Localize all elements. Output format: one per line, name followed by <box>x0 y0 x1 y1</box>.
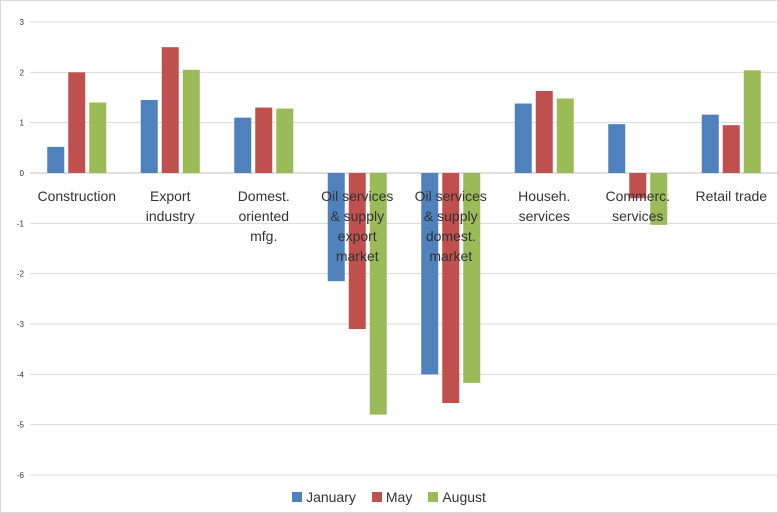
legend-item-may: May <box>371 489 413 505</box>
legend-swatch-may <box>371 492 382 502</box>
bar-may <box>442 173 460 404</box>
y-tick-label: 3 <box>20 18 25 27</box>
legend-label-may: May <box>385 489 413 505</box>
x-category-label: Oil services & supply domest. market <box>415 188 487 264</box>
bar-august <box>463 173 481 383</box>
bar-may <box>68 72 86 173</box>
y-tick-label: -6 <box>17 471 25 480</box>
x-category-label: Export industry <box>146 188 195 224</box>
y-tick-label: -2 <box>17 270 25 279</box>
legend-item-january: January <box>292 489 356 505</box>
x-category-label: Construction <box>37 188 116 204</box>
y-tick-label: -4 <box>17 370 25 379</box>
x-category-label: Commerc. services <box>605 188 670 224</box>
bar-august <box>89 102 107 173</box>
x-category-label: Domest. oriented mfg. <box>238 188 290 244</box>
y-tick-label: 1 <box>20 119 25 128</box>
bar-august <box>369 173 387 415</box>
y-tick-label: 2 <box>20 68 25 77</box>
legend-swatch-august <box>428 492 439 502</box>
x-category-label: Househ. services <box>518 188 570 224</box>
bar-january <box>47 146 65 173</box>
y-tick-label: -3 <box>17 320 25 329</box>
legend-label-january: January <box>306 489 356 505</box>
bar-may <box>161 47 179 173</box>
y-tick-label: -1 <box>17 219 25 228</box>
bar-may <box>255 107 273 173</box>
bar-august <box>650 173 668 225</box>
bar-august <box>743 70 761 173</box>
x-category-label: Oil services & supply export market <box>321 188 393 264</box>
bar-january <box>608 124 626 173</box>
legend: January May August <box>0 489 778 505</box>
y-tick-label: -5 <box>17 421 25 430</box>
bar-august <box>556 98 574 173</box>
bar-january <box>514 103 532 173</box>
bar-january <box>701 114 719 173</box>
bar-january <box>327 173 345 282</box>
y-tick-label: 0 <box>20 169 25 178</box>
bar-may <box>535 90 553 173</box>
bar-may <box>348 173 366 330</box>
legend-label-august: August <box>442 489 486 505</box>
bar-august <box>276 108 294 173</box>
bar-january <box>421 173 439 375</box>
bar-january <box>140 100 158 173</box>
legend-item-august: August <box>428 489 486 505</box>
bar-january <box>234 117 252 173</box>
bar-august <box>182 69 200 173</box>
bar-may <box>629 173 647 199</box>
x-category-label: Retail trade <box>695 188 767 204</box>
bar-may <box>722 125 740 173</box>
legend-swatch-january <box>292 492 303 502</box>
